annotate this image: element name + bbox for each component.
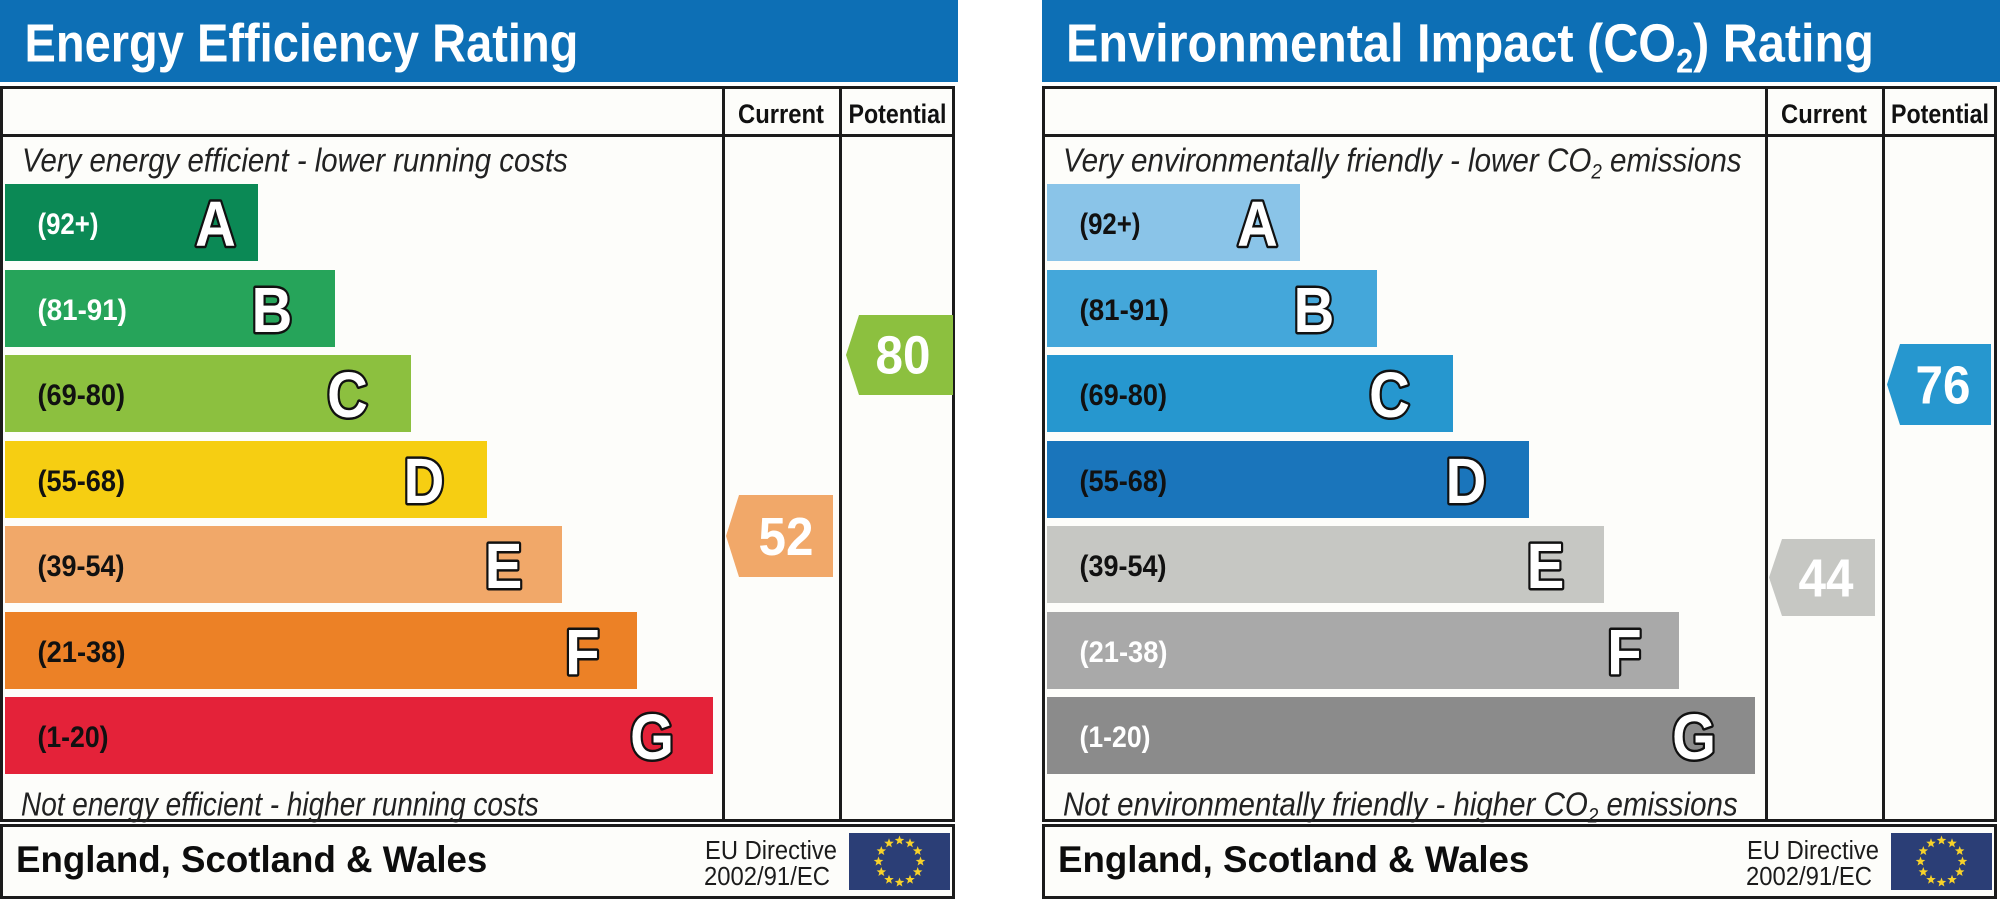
svg-text:Not energy efficient - higher: Not energy efficient - higher running co… xyxy=(21,786,539,823)
svg-text:C: C xyxy=(1369,359,1410,431)
svg-text:D: D xyxy=(404,445,445,517)
svg-text:G: G xyxy=(1672,701,1716,773)
svg-text:2002/91/EC: 2002/91/EC xyxy=(704,862,830,891)
svg-text:80: 80 xyxy=(876,324,931,385)
svg-text:EU Directive: EU Directive xyxy=(705,836,837,865)
svg-text:A: A xyxy=(1237,188,1278,260)
svg-text:C: C xyxy=(327,359,368,431)
svg-text:B: B xyxy=(1294,274,1335,346)
svg-text:(69-80): (69-80) xyxy=(1080,379,1168,413)
svg-text:(1-20): (1-20) xyxy=(38,721,109,755)
svg-text:F: F xyxy=(1607,616,1641,688)
svg-text:(1-20): (1-20) xyxy=(1080,721,1151,755)
svg-text:(39-54): (39-54) xyxy=(1080,550,1167,584)
svg-text:G: G xyxy=(630,701,674,773)
svg-text:Very energy efficient - lower: Very energy efficient - lower running co… xyxy=(22,142,568,179)
svg-text:52: 52 xyxy=(759,506,814,567)
svg-text:Current: Current xyxy=(1781,100,1867,130)
svg-text:Potential: Potential xyxy=(849,99,947,129)
svg-text:(55-68): (55-68) xyxy=(1080,465,1168,499)
svg-text:2002/91/EC: 2002/91/EC xyxy=(1746,862,1872,891)
svg-text:E: E xyxy=(1527,530,1565,602)
svg-text:(92+): (92+) xyxy=(1080,207,1141,240)
svg-text:E: E xyxy=(485,530,523,602)
svg-text:(69-80): (69-80) xyxy=(38,379,126,413)
svg-text:England, Scotland & Wales: England, Scotland & Wales xyxy=(16,839,487,880)
svg-text:(55-68): (55-68) xyxy=(38,465,126,499)
svg-text:F: F xyxy=(565,616,599,688)
svg-text:Very environmentally friendly: Very environmentally friendly - lower CO… xyxy=(1063,142,1742,184)
svg-text:England, Scotland & Wales: England, Scotland & Wales xyxy=(1058,839,1529,880)
svg-text:B: B xyxy=(252,274,293,346)
svg-text:(92+): (92+) xyxy=(38,207,99,240)
svg-text:(21-38): (21-38) xyxy=(1080,636,1168,669)
svg-text:44: 44 xyxy=(1799,547,1854,608)
svg-text:(21-38): (21-38) xyxy=(38,636,126,669)
svg-text:(81-91): (81-91) xyxy=(1080,294,1169,327)
svg-text:(81-91): (81-91) xyxy=(38,294,127,327)
svg-text:Potential: Potential xyxy=(1891,99,1989,129)
svg-text:(39-54): (39-54) xyxy=(38,550,125,584)
svg-text:76: 76 xyxy=(1916,354,1971,415)
svg-text:Environmental Impact (CO2) Rat: Environmental Impact (CO2) Rating xyxy=(1066,13,1874,80)
svg-text:A: A xyxy=(195,188,236,260)
svg-text:EU Directive: EU Directive xyxy=(1747,836,1879,865)
svg-text:Current: Current xyxy=(738,100,824,130)
svg-text:Energy Efficiency Rating: Energy Efficiency Rating xyxy=(25,12,579,73)
svg-text:D: D xyxy=(1446,445,1487,517)
svg-text:Not environmentally friendly -: Not environmentally friendly - higher CO… xyxy=(1063,786,1738,828)
